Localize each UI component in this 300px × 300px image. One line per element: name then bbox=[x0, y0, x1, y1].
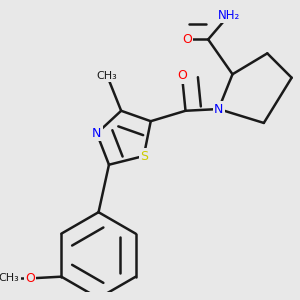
Text: CH₃: CH₃ bbox=[0, 273, 20, 284]
Text: NH₂: NH₂ bbox=[218, 9, 240, 22]
Text: O: O bbox=[182, 33, 192, 46]
Text: S: S bbox=[140, 149, 148, 163]
Text: CH₃: CH₃ bbox=[97, 71, 118, 81]
Text: N: N bbox=[214, 103, 223, 116]
Text: N: N bbox=[92, 127, 101, 140]
Text: O: O bbox=[177, 70, 187, 83]
Text: O: O bbox=[25, 272, 35, 285]
